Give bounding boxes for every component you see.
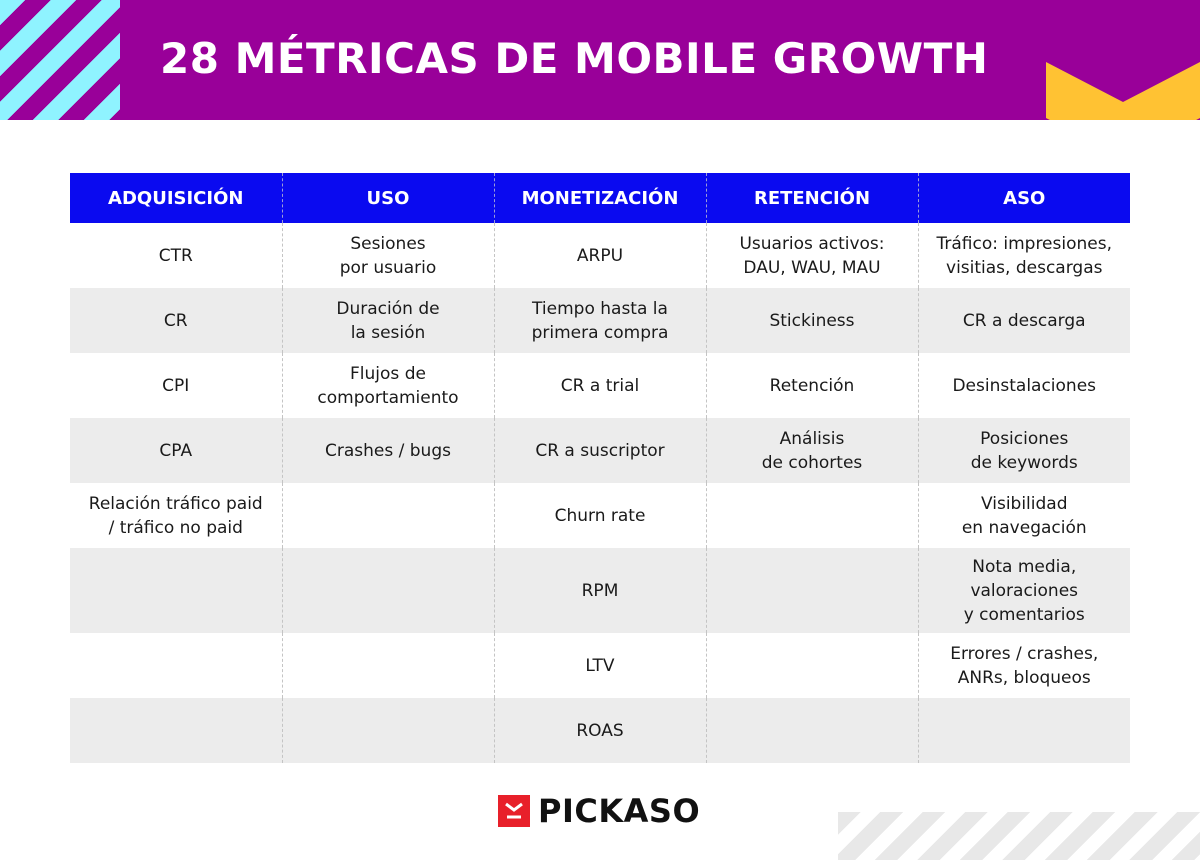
pickaso-logo: PICKASO — [498, 792, 700, 830]
metrics-table: ADQUISICIÓN USO MONETIZACIÓN RETENCIÓN A… — [70, 173, 1130, 763]
table-cell: CTR — [158, 245, 193, 266]
table-cell: Flujos de comportamiento — [281, 353, 494, 418]
column-header-aso: ASO — [917, 173, 1130, 223]
header-banner: 28 MÉTRICAS DE MOBILE GROWTH — [0, 0, 1200, 120]
chevron-decoration-icon — [1046, 62, 1200, 120]
table-cell — [705, 698, 918, 763]
column-header-adquisicion: ADQUISICIÓN — [70, 173, 282, 223]
table-cell: Churn rate — [493, 483, 706, 548]
table-row: ROAS — [70, 698, 1130, 763]
table-cell: LTV — [493, 633, 706, 698]
table-cell — [70, 548, 282, 633]
table-cell: Sesiones por usuario — [281, 223, 494, 288]
table-cell: RPM — [493, 548, 706, 633]
table-row: RPM Nota media, valoraciones y comentario… — [70, 548, 1130, 633]
table-cell — [70, 633, 282, 698]
table-cell — [281, 633, 494, 698]
table-cell: Relación tráfico paid / tráfico no paid — [88, 493, 263, 538]
table-cell: CR — [70, 288, 282, 353]
table-cell — [705, 548, 918, 633]
table-cell — [70, 698, 282, 763]
table-header-row: ADQUISICIÓN USO MONETIZACIÓN RETENCIÓN A… — [70, 173, 1130, 223]
table-cell: CPA — [70, 418, 282, 483]
pickaso-logo-icon — [498, 795, 530, 827]
table-cell: Crashes / bugs — [281, 418, 494, 483]
table-cell — [281, 483, 494, 548]
table-cell: CPI — [162, 375, 190, 396]
table-cell — [281, 698, 494, 763]
table-cell: ARPU — [493, 223, 706, 288]
decorative-stripes — [0, 0, 120, 120]
table-cell: Tiempo hasta la primera compra — [493, 288, 706, 353]
table-cell: Usuarios activos: DAU, WAU, MAU — [705, 223, 918, 288]
column-header-uso: USO — [281, 173, 494, 223]
table-cell: Tráfico: impresiones, visitias, descarga… — [917, 223, 1130, 288]
table-row: CR Duración de la sesión Tiempo hasta la p… — [70, 288, 1130, 353]
table-cell: Stickiness — [705, 288, 918, 353]
table-cell — [917, 698, 1130, 763]
table-cell: CR a descarga — [917, 288, 1130, 353]
table-row: CPA Crashes / bugs CR a suscriptor Análisis… — [70, 418, 1130, 483]
table-cell: Visibilidad en navegación — [917, 483, 1130, 548]
page-title: 28 MÉTRICAS DE MOBILE GROWTH — [160, 34, 989, 83]
logo-text: PICKASO — [538, 792, 701, 830]
table-cell: ROAS — [493, 698, 706, 763]
table-row: CTR Sesiones por usuario ARPU Usuarios acti… — [70, 223, 1130, 288]
table-cell: Nota media, valoraciones y comentarios — [917, 548, 1130, 633]
table-cell — [705, 483, 918, 548]
table-cell: Desinstalaciones — [917, 353, 1130, 418]
column-header-retencion: RETENCIÓN — [705, 173, 918, 223]
table-row: Relación tráfico paid / tráfico no paid C… — [70, 483, 1130, 548]
table-cell: Duración de la sesión — [281, 288, 494, 353]
table-cell: CR a trial — [493, 353, 706, 418]
decorative-bottom-stripes — [838, 812, 1200, 860]
table-cell: Errores / crashes, ANRs, bloqueos — [917, 633, 1130, 698]
table-cell — [705, 633, 918, 698]
table-row: LTV Errores / crashes, ANRs, bloqueos — [70, 633, 1130, 698]
table-cell — [281, 548, 494, 633]
column-header-monetizacion: MONETIZACIÓN — [493, 173, 706, 223]
table-cell: CR a suscriptor — [493, 418, 706, 483]
table-cell: Retención — [705, 353, 918, 418]
table-cell: Posiciones de keywords — [917, 418, 1130, 483]
table-cell: Análisis de cohortes — [705, 418, 918, 483]
table-row: CPI Flujos de comportamiento CR a trial Ret… — [70, 353, 1130, 418]
